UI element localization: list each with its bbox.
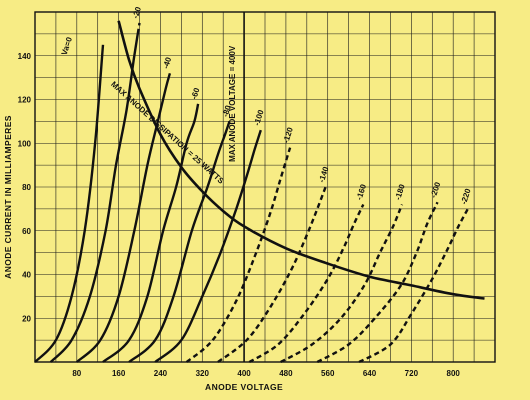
curve-label-11: -220 [459,187,473,206]
curve-label-4: -80 [221,104,233,118]
x-tick-labels: 80 160 240 320 400 480 560 640 720 800 [72,369,460,378]
curve-label-3: -60 [189,86,201,100]
y-tick-labels: 20 40 60 80 100 120 140 [18,52,32,324]
y-tick-label: 140 [18,52,32,61]
series-line-2 [75,72,172,363]
series-line-6 [185,147,292,363]
x-tick-label: 800 [447,369,461,378]
curve-label-1: -20 [131,5,143,19]
y-tick-label: 80 [22,183,31,192]
series-line-11 [358,208,469,364]
x-tick-label: 160 [112,369,126,378]
x-tick-label: 480 [279,369,293,378]
dissipation-label: MAX ANODE DISSIPATION = 25 WATTS [109,80,226,186]
series-line-8 [248,203,365,364]
grid [34,11,496,363]
y-axis-title: ANODE CURRENT IN MILLIAMPERES [3,115,13,279]
x-tick-label: 240 [154,369,168,378]
series-line-7 [217,186,327,363]
x-tick-label: 80 [72,369,81,378]
x-tick-label: 320 [196,369,210,378]
y-tick-label: 100 [18,139,32,148]
series-line-3 [102,103,200,363]
curves [34,22,469,364]
curve-label-0: Va=0 [60,36,74,57]
curve-label-6: -120 [281,126,295,145]
y-tick-label: 20 [22,314,31,323]
y-tick-label: 120 [18,96,32,105]
series-line-4 [128,120,231,363]
series-line-5 [154,129,262,363]
series-line-10 [316,201,439,364]
series-line-1 [49,22,141,363]
curve-label-7: -140 [317,165,331,184]
y-tick-label: 40 [22,271,31,280]
dissipation-curve [117,20,485,300]
series-line-9 [280,204,404,364]
x-tick-label: 720 [405,369,419,378]
curve-label-5: -100 [252,108,266,127]
series-line-0 [34,44,105,363]
curve-label-2: -40 [161,56,173,70]
curve-label-8: -160 [355,183,369,202]
x-axis-title: ANODE VOLTAGE [205,382,283,392]
x-tick-label: 400 [237,369,251,378]
curve-label-9: -180 [393,183,407,202]
y-tick-label: 60 [22,227,31,236]
max-voltage-label: MAX ANODE VOLTAGE = 400V [228,45,237,162]
dissipation-curve-group [117,20,485,300]
x-tick-label: 640 [363,369,377,378]
curve-label-10: -200 [429,180,443,199]
x-tick-label: 560 [321,369,335,378]
